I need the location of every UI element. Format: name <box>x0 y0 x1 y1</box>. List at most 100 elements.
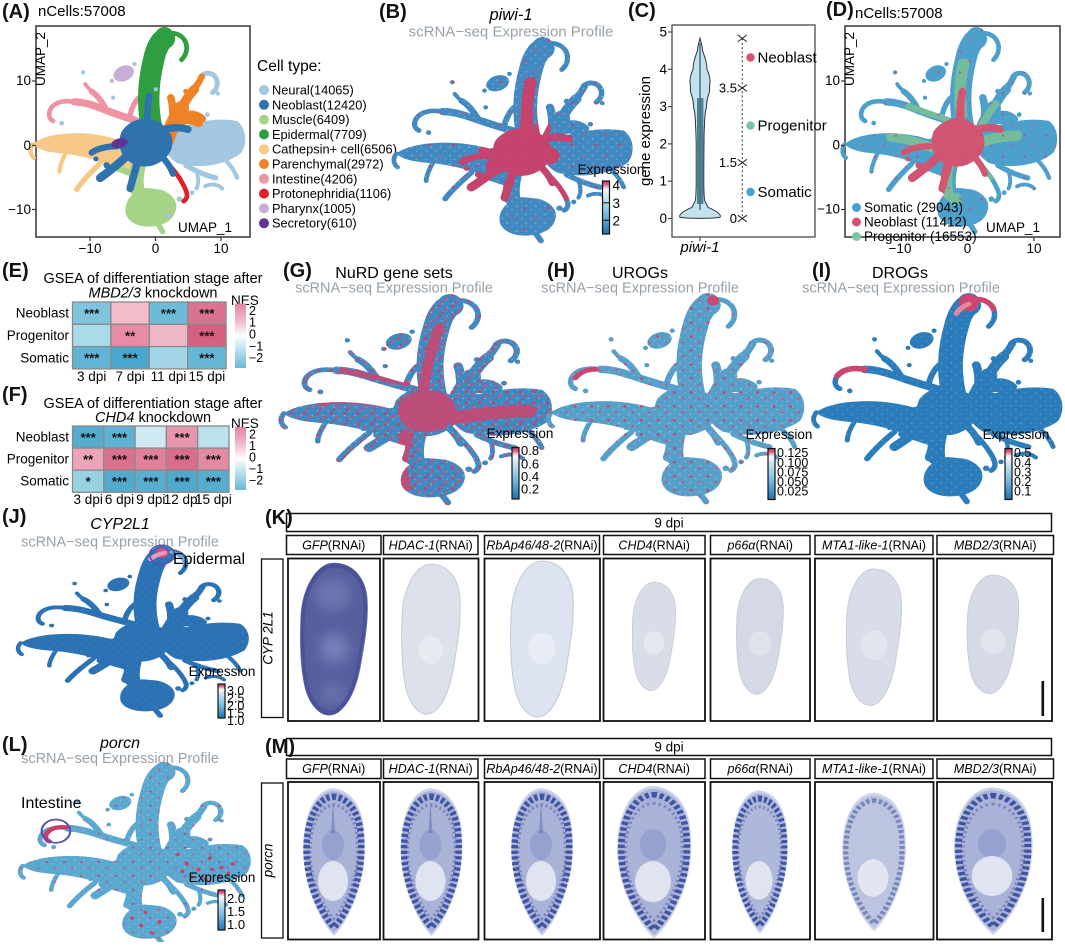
svg-text:3.5: 3.5 <box>719 81 737 96</box>
svg-text:0: 0 <box>23 138 31 153</box>
svg-text:*: * <box>86 474 92 489</box>
svg-text:Neoblast (11412): Neoblast (11412) <box>864 215 967 230</box>
svg-text:10: 10 <box>825 73 840 88</box>
svg-text:0.075: 0.075 <box>777 466 808 480</box>
svg-text:MTA1-like-1(RNAi): MTA1-like-1(RNAi) <box>822 762 926 776</box>
svg-text:2.0: 2.0 <box>227 699 244 713</box>
svg-text:(M): (M) <box>265 736 295 758</box>
svg-text:0: 0 <box>659 211 667 226</box>
svg-text:p66α(RNAi): p66α(RNAi) <box>726 762 793 776</box>
svg-text:Intestine: Intestine <box>21 795 82 812</box>
svg-text:porcn: porcn <box>261 844 276 879</box>
svg-text:1.5: 1.5 <box>227 707 244 721</box>
svg-text:porcn: porcn <box>99 735 140 752</box>
svg-text:UMAP_2: UMAP_2 <box>842 32 857 86</box>
svg-text:Expression: Expression <box>189 870 256 885</box>
svg-text:−10: −10 <box>8 202 31 217</box>
svg-text:(H): (H) <box>547 260 575 282</box>
svg-text:0.1: 0.1 <box>1014 485 1031 499</box>
svg-text:9 dpi: 9 dpi <box>654 516 683 531</box>
svg-text:***: *** <box>143 474 159 489</box>
svg-text:***: *** <box>199 328 215 343</box>
svg-text:***: *** <box>175 430 191 445</box>
svg-text:DROGs: DROGs <box>872 265 928 282</box>
svg-text:Cell type:: Cell type: <box>257 58 322 75</box>
svg-text:(A): (A) <box>2 1 30 23</box>
svg-text:0.2: 0.2 <box>1014 475 1031 489</box>
svg-text:MTA1-like-1(RNAi): MTA1-like-1(RNAi) <box>822 539 926 553</box>
svg-text:Progenitor: Progenitor <box>758 118 827 135</box>
svg-text:UMAP_1: UMAP_1 <box>178 220 232 235</box>
svg-text:15 dpi: 15 dpi <box>195 492 232 507</box>
svg-text:(E): (E) <box>2 260 29 282</box>
svg-text:7 dpi: 7 dpi <box>115 369 144 384</box>
svg-text:0.100: 0.100 <box>777 456 808 470</box>
svg-text:0.2: 0.2 <box>521 482 539 497</box>
svg-text:MBD2/3 knockdown: MBD2/3 knockdown <box>89 286 218 302</box>
svg-text:Progenitor (16553): Progenitor (16553) <box>864 229 977 244</box>
svg-text:2: 2 <box>249 428 256 442</box>
svg-text:(J): (J) <box>2 506 26 528</box>
svg-text:−1: −1 <box>249 340 263 354</box>
svg-text:4: 4 <box>613 178 621 193</box>
svg-text:Neural(14065): Neural(14065) <box>272 83 354 98</box>
svg-text:1: 1 <box>249 316 256 330</box>
svg-text:nCells:57008: nCells:57008 <box>855 5 943 22</box>
svg-text:Protonephridia(1106): Protonephridia(1106) <box>272 186 391 201</box>
svg-text:2: 2 <box>613 214 621 229</box>
svg-text:1.0: 1.0 <box>227 714 244 728</box>
svg-text:p66α(RNAi): p66α(RNAi) <box>726 539 793 553</box>
svg-text:(B): (B) <box>379 1 407 23</box>
svg-text:Secretory(610): Secretory(610) <box>272 216 357 231</box>
svg-text:1: 1 <box>659 174 667 189</box>
svg-text:5: 5 <box>659 25 667 40</box>
svg-text:Neoblast(12420): Neoblast(12420) <box>272 97 367 112</box>
svg-text:gene expression: gene expression <box>637 76 654 186</box>
svg-text:9 dpi: 9 dpi <box>136 492 165 507</box>
svg-text:0: 0 <box>249 451 256 465</box>
svg-text:0.6: 0.6 <box>521 457 539 472</box>
svg-text:0.125: 0.125 <box>777 446 808 460</box>
svg-text:9 dpi: 9 dpi <box>654 740 683 755</box>
svg-text:***: *** <box>84 351 100 366</box>
svg-text:NuRD gene sets: NuRD gene sets <box>335 265 452 282</box>
svg-text:−2: −2 <box>249 351 263 365</box>
svg-text:***: *** <box>199 306 215 321</box>
svg-text:UROGs: UROGs <box>612 265 668 282</box>
svg-text:***: *** <box>199 351 215 366</box>
svg-text:***: *** <box>84 306 100 321</box>
svg-text:Intestine(4206): Intestine(4206) <box>272 171 357 186</box>
svg-text:HDAC-1(RNAi): HDAC-1(RNAi) <box>389 539 473 553</box>
svg-text:GSEA of differentiation stage: GSEA of differentiation stage after <box>44 271 263 287</box>
svg-text:***: *** <box>206 452 222 467</box>
svg-text:Somatic: Somatic <box>20 350 69 365</box>
svg-text:CHD4(RNAi): CHD4(RNAi) <box>618 762 690 776</box>
svg-text:**: ** <box>125 328 136 343</box>
svg-text:CYP 2L1: CYP 2L1 <box>261 611 276 665</box>
svg-text:3.0: 3.0 <box>227 684 244 698</box>
svg-text:−10: −10 <box>817 202 840 217</box>
svg-text:***: *** <box>175 452 191 467</box>
svg-text:2.5: 2.5 <box>227 692 244 706</box>
svg-text:nCells:57008: nCells:57008 <box>38 3 126 20</box>
svg-text:15 dpi: 15 dpi <box>189 369 226 384</box>
svg-text:2: 2 <box>249 304 256 318</box>
svg-text:Somatic: Somatic <box>758 184 813 201</box>
svg-text:0: 0 <box>152 241 160 256</box>
svg-text:Neoblast: Neoblast <box>758 50 818 67</box>
svg-text:piwi-1: piwi-1 <box>488 6 532 24</box>
svg-text:0.025: 0.025 <box>777 485 808 499</box>
svg-text:Progenitor: Progenitor <box>7 452 70 467</box>
svg-text:***: *** <box>143 452 159 467</box>
svg-text:Muscle(6409): Muscle(6409) <box>272 112 350 127</box>
svg-text:0.3: 0.3 <box>1014 466 1031 480</box>
svg-text:−2: −2 <box>249 474 263 488</box>
svg-text:1.5: 1.5 <box>227 904 245 919</box>
svg-text:***: *** <box>175 474 191 489</box>
svg-text:piwi-1: piwi-1 <box>679 239 719 256</box>
svg-text:4: 4 <box>659 62 667 77</box>
svg-text:***: *** <box>112 430 128 445</box>
svg-text:2.0: 2.0 <box>227 891 245 906</box>
svg-text:(F): (F) <box>2 384 28 406</box>
svg-text:Expression: Expression <box>746 427 813 442</box>
